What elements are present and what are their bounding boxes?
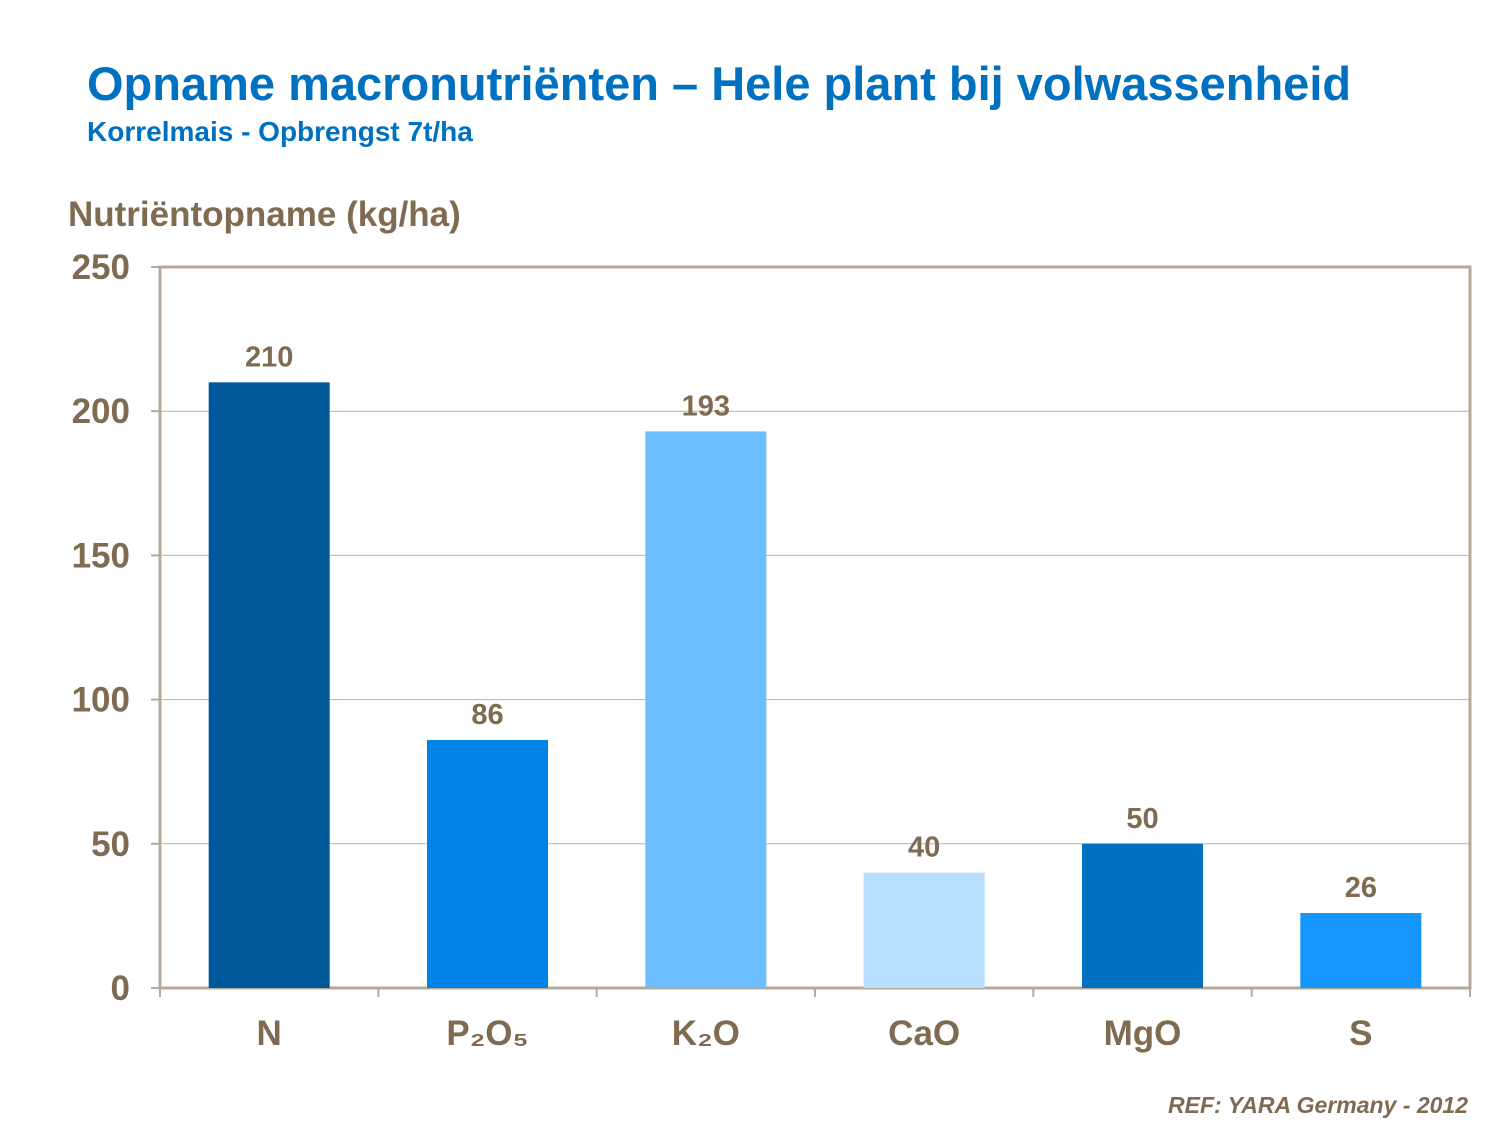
bar-1 bbox=[427, 739, 548, 988]
x-tick-label: MgO bbox=[1104, 1014, 1182, 1053]
bar-5 bbox=[1300, 913, 1422, 988]
bar-3 bbox=[863, 872, 985, 988]
y-tick-label: 250 bbox=[72, 248, 130, 287]
y-axis-label: Nutriëntopname (kg/ha) bbox=[68, 195, 461, 234]
bar-0 bbox=[208, 382, 330, 988]
data-label: 86 bbox=[471, 699, 503, 731]
chart-title: Opname macronutriënten – Hele plant bij … bbox=[87, 57, 1352, 110]
data-label: 26 bbox=[1345, 872, 1377, 904]
bar-4 bbox=[1082, 843, 1203, 988]
y-tick-label: 0 bbox=[111, 969, 130, 1008]
plot-area-border bbox=[158, 265, 1472, 990]
bar-2 bbox=[645, 431, 767, 988]
data-label: 40 bbox=[908, 832, 940, 864]
y-tick-label: 150 bbox=[72, 536, 130, 575]
data-label: 193 bbox=[682, 390, 730, 422]
reference-note: REF: YARA Germany - 2012 bbox=[1168, 1092, 1468, 1118]
x-tick-label: P₂O₅ bbox=[446, 1014, 528, 1053]
data-label: 210 bbox=[245, 341, 293, 373]
y-tick-label: 200 bbox=[72, 392, 130, 431]
data-label: 50 bbox=[1126, 803, 1158, 835]
y-tick-label: 50 bbox=[91, 825, 130, 864]
chart-subtitle: Korrelmais - Opbrengst 7t/ha bbox=[87, 116, 473, 147]
x-tick-label: S bbox=[1349, 1014, 1372, 1053]
x-tick-label: K₂O bbox=[672, 1014, 740, 1053]
x-tick-label: CaO bbox=[888, 1014, 960, 1053]
x-tick-label: N bbox=[257, 1014, 282, 1053]
y-tick-label: 100 bbox=[72, 681, 130, 720]
